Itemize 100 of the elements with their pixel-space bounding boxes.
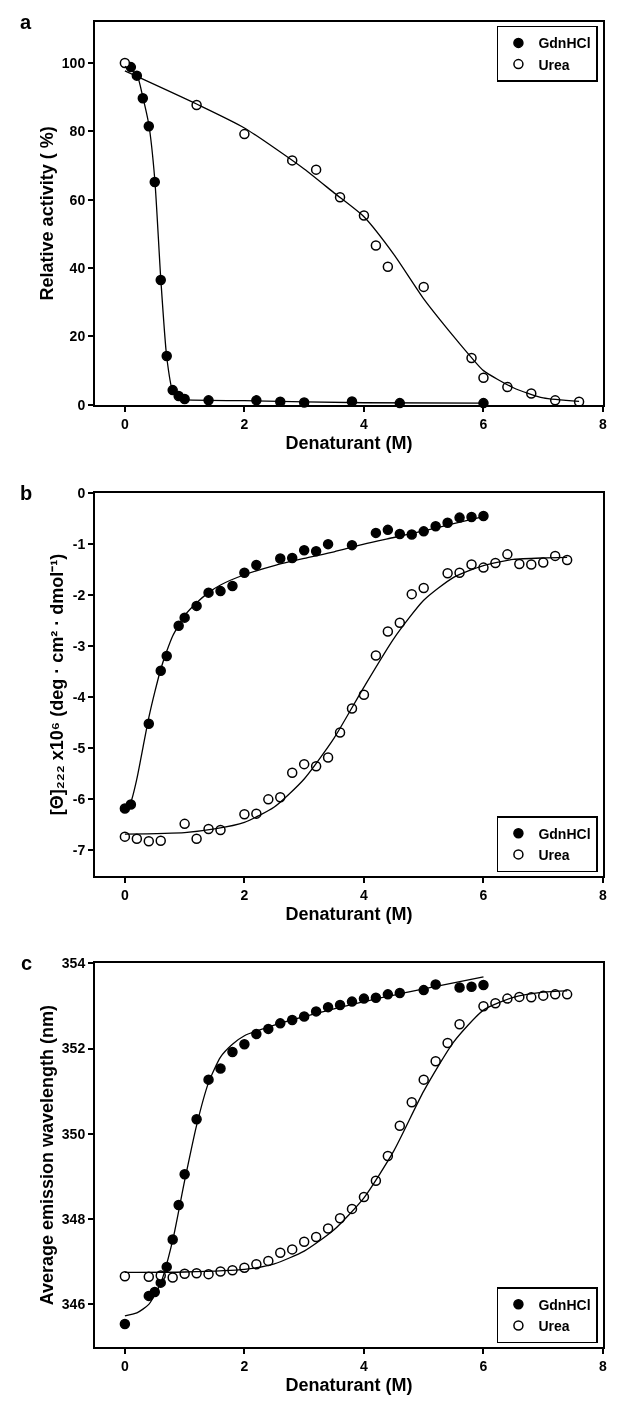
- y-tick-label: -7: [72, 842, 86, 859]
- y-tick-label: -1: [72, 536, 86, 553]
- point: [286, 767, 298, 779]
- y-tick-label: -4: [72, 689, 86, 706]
- point: [227, 580, 238, 592]
- point: [215, 585, 226, 597]
- y-tick-label: -2: [72, 587, 86, 604]
- y-tick-label: 0: [77, 396, 86, 413]
- point: [478, 979, 489, 991]
- point: [334, 999, 346, 1011]
- point: [514, 558, 525, 570]
- x-tick-label: 8: [599, 415, 608, 432]
- legend-label: Urea: [538, 56, 570, 73]
- point: [394, 617, 406, 628]
- x-tick-label: 6: [479, 415, 488, 432]
- point: [155, 835, 166, 846]
- point: [322, 538, 334, 550]
- point: [239, 1039, 250, 1050]
- legend-label: GdnHCl: [538, 825, 591, 842]
- point: [322, 752, 334, 763]
- y-axis-title: [Θ]₂₂₂ x10⁶ (deg · cm² · dmol⁻¹): [47, 553, 68, 816]
- x-tick-label: 2: [240, 415, 249, 432]
- point: [275, 1247, 286, 1259]
- y-tick-label: -5: [72, 740, 86, 757]
- chart-title: b: [20, 482, 33, 504]
- point: [131, 833, 143, 844]
- point: [310, 164, 322, 175]
- point: [418, 281, 429, 293]
- point: [119, 1271, 131, 1282]
- point: [298, 758, 310, 770]
- y-tick-label: 40: [69, 259, 86, 276]
- y-axis-title: Relative activity ( %): [36, 126, 57, 301]
- legend-label: GdnHCl: [538, 35, 591, 52]
- point: [322, 1223, 334, 1234]
- point: [119, 1318, 131, 1330]
- point: [430, 1056, 441, 1067]
- x-tick-label: 4: [360, 886, 369, 903]
- point: [466, 559, 477, 570]
- x-tick-label: 0: [120, 1357, 129, 1374]
- y-axis-title: Average emission wavelength (nm): [36, 1004, 57, 1306]
- x-tick-label: 2: [240, 886, 249, 903]
- x-tick-label: 8: [599, 886, 608, 903]
- point: [418, 582, 429, 594]
- y-tick-label: 352: [61, 1040, 86, 1057]
- point: [561, 554, 573, 566]
- point: [382, 261, 394, 272]
- point: [442, 567, 453, 579]
- point: [526, 559, 537, 570]
- chart-title: a: [20, 11, 32, 33]
- y-tick-label: 354: [61, 955, 86, 972]
- point: [370, 527, 382, 539]
- x-tick-label: 0: [120, 415, 129, 432]
- point: [298, 545, 310, 556]
- point: [406, 1097, 417, 1108]
- x-tick-label: 8: [599, 1357, 608, 1374]
- point: [394, 1120, 406, 1131]
- point: [143, 1271, 155, 1282]
- point: [418, 1074, 429, 1085]
- point: [275, 553, 286, 564]
- point: [310, 546, 322, 557]
- point: [215, 1063, 226, 1074]
- x-tick-label: 4: [360, 415, 369, 432]
- y-tick-label: 0: [77, 484, 86, 501]
- y-tick-label: 20: [69, 328, 86, 345]
- point: [239, 808, 250, 820]
- point: [263, 794, 274, 805]
- point: [119, 57, 131, 69]
- legend-label: GdnHCl: [538, 1296, 591, 1313]
- point: [179, 818, 190, 830]
- point: [370, 240, 382, 251]
- point: [561, 989, 573, 1000]
- x-tick-label: 4: [360, 1357, 369, 1374]
- y-tick-label: 80: [69, 123, 86, 140]
- point: [167, 1272, 178, 1283]
- point: [466, 981, 477, 992]
- point: [239, 128, 250, 140]
- x-axis-title: Denaturant (M): [285, 1375, 413, 1396]
- point: [298, 1236, 310, 1247]
- y-tick-label: 100: [61, 54, 86, 71]
- point: [310, 1231, 322, 1243]
- x-axis-title: Denaturant (M): [285, 904, 413, 925]
- y-tick-label: 350: [61, 1125, 86, 1142]
- point: [502, 549, 513, 560]
- point: [454, 982, 465, 993]
- point: [442, 1037, 453, 1049]
- point: [478, 510, 489, 522]
- y-tick-label: 60: [69, 191, 86, 208]
- x-tick-label: 6: [479, 1357, 488, 1374]
- point: [382, 524, 394, 536]
- point: [251, 559, 262, 571]
- chart-title: c: [21, 952, 33, 974]
- point: [382, 626, 394, 637]
- y-tick-label: 348: [61, 1211, 86, 1228]
- x-tick-label: 2: [240, 1357, 249, 1374]
- point: [227, 1046, 238, 1058]
- y-tick-label: -6: [72, 791, 86, 808]
- point: [370, 650, 382, 661]
- point: [454, 1018, 465, 1030]
- y-tick-label: -3: [72, 638, 86, 655]
- point: [334, 1213, 346, 1224]
